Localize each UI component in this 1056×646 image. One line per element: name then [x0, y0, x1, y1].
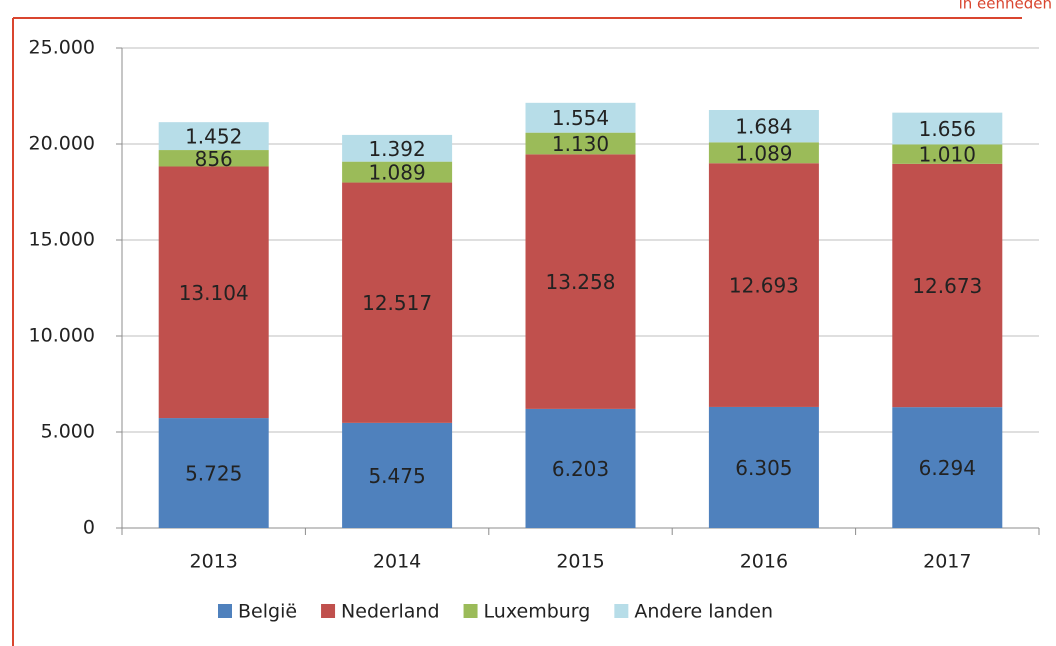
bar-segment — [708, 406, 819, 528]
x-tick-label: 2016 — [740, 551, 788, 573]
legend-label: Andere landen — [634, 601, 773, 623]
data-label: 12.517 — [362, 291, 432, 315]
bar-segment — [158, 418, 269, 528]
bar-segment — [525, 154, 636, 409]
bar-segment — [525, 408, 636, 528]
data-label: 6.305 — [735, 456, 792, 480]
data-label: 13.258 — [546, 270, 616, 294]
bar-segment — [708, 142, 819, 164]
bar-segment — [892, 407, 1003, 528]
legend-swatch — [218, 604, 232, 618]
data-label: 856 — [195, 147, 233, 171]
data-label: 1.089 — [368, 161, 425, 185]
data-label: 1.656 — [919, 117, 976, 141]
legend-swatch — [463, 604, 478, 618]
data-label: 1.130 — [552, 132, 609, 156]
bar-segment — [525, 132, 636, 155]
legend-swatch — [614, 604, 629, 618]
data-label: 1.010 — [919, 143, 976, 167]
data-label: 6.294 — [919, 456, 976, 480]
bar-segment — [342, 182, 453, 423]
y-tick-label: 25.000 — [29, 37, 95, 59]
data-label: 1.392 — [368, 137, 425, 161]
data-label: 1.452 — [185, 125, 242, 149]
bar-segment — [892, 163, 1003, 408]
y-tick-label: 5.000 — [41, 421, 95, 443]
legend-label: België — [238, 601, 297, 623]
bar-segment — [708, 109, 819, 143]
bar-segment — [892, 144, 1003, 164]
bar-segment — [158, 150, 269, 167]
y-tick-label: 10.000 — [29, 325, 95, 347]
legend-label: Luxemburg — [484, 601, 591, 623]
data-label: 13.104 — [179, 281, 249, 305]
bar-segment — [342, 422, 453, 528]
y-tick-label: 20.000 — [29, 133, 95, 155]
x-tick-label: 2015 — [556, 551, 604, 573]
data-label: 1.684 — [735, 115, 792, 139]
data-label: 5.725 — [185, 462, 242, 486]
unit-note: in eenheden — [959, 0, 1052, 13]
bar-segment — [342, 161, 453, 183]
data-label: 1.089 — [735, 141, 792, 165]
legend-swatch — [321, 604, 336, 618]
data-label: 12.693 — [729, 274, 799, 298]
x-tick-label: 2017 — [923, 551, 971, 573]
data-label: 6.203 — [552, 457, 609, 481]
bar-segment — [892, 112, 1003, 145]
data-label: 1.554 — [552, 106, 609, 130]
y-tick-label: 15.000 — [29, 229, 95, 251]
data-label: 12.673 — [912, 274, 982, 298]
y-tick-label: 0 — [83, 517, 95, 539]
bar-segment — [158, 166, 269, 419]
legend-label: Nederland — [341, 601, 440, 623]
bar-segment — [708, 163, 819, 407]
bar-segment — [525, 102, 636, 133]
bar-segment — [342, 134, 453, 162]
x-tick-label: 2014 — [373, 551, 421, 573]
data-label: 5.475 — [368, 464, 425, 488]
bar-segment — [158, 122, 269, 151]
x-tick-label: 2013 — [190, 551, 238, 573]
